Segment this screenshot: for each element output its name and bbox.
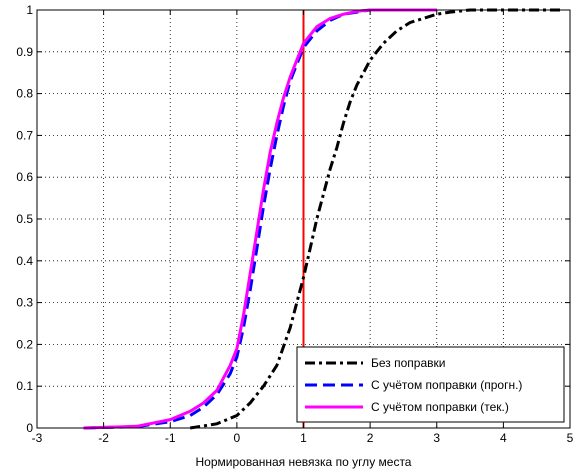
- y-tick-label: 0.7: [16, 128, 33, 142]
- x-tick-label: 4: [500, 431, 507, 445]
- x-tick-label: 5: [567, 431, 574, 445]
- legend: Без поправки С учётом поправки (прогн.) С …: [296, 346, 565, 423]
- x-tick-label: -1: [165, 431, 176, 445]
- y-tick-label: 0.3: [16, 296, 33, 310]
- y-tick-label: 0: [26, 421, 33, 435]
- y-tick-label: 0.1: [16, 379, 33, 393]
- series-line-1: [189, 8, 564, 430]
- y-tick-label: 0.8: [16, 87, 33, 101]
- x-axis-label: Нормированная невязка по углу места: [196, 455, 412, 469]
- x-tick-label: 1: [300, 431, 307, 445]
- y-tick-label: 0.2: [16, 337, 33, 351]
- x-tick-label: 2: [367, 431, 374, 445]
- x-tick-label: -2: [98, 431, 109, 445]
- x-tick-label: 3: [433, 431, 440, 445]
- series-line-3: [83, 8, 437, 430]
- ticks: -3 -2 -1 0 1 2 3 4 5 0 0.1 0.2 0.3 0.4 0.5 0.6 0.7 0.8 0.9…: [16, 3, 573, 445]
- y-tick-label: 0.9: [16, 45, 33, 59]
- legend-entry-2: С учётом поправки (прогн.): [371, 378, 522, 392]
- series-group: [83, 8, 564, 430]
- legend-entry-3: С учётом поправки (тек.): [371, 400, 509, 414]
- x-tick-label: -3: [32, 431, 43, 445]
- y-tick-label: 0.6: [16, 170, 33, 184]
- y-tick-label: 1: [26, 3, 33, 17]
- y-tick-label: 0.5: [16, 212, 33, 226]
- legend-entry-1: Без поправки: [371, 356, 445, 370]
- x-tick-label: 0: [234, 431, 241, 445]
- y-tick-label: 0.4: [16, 254, 33, 268]
